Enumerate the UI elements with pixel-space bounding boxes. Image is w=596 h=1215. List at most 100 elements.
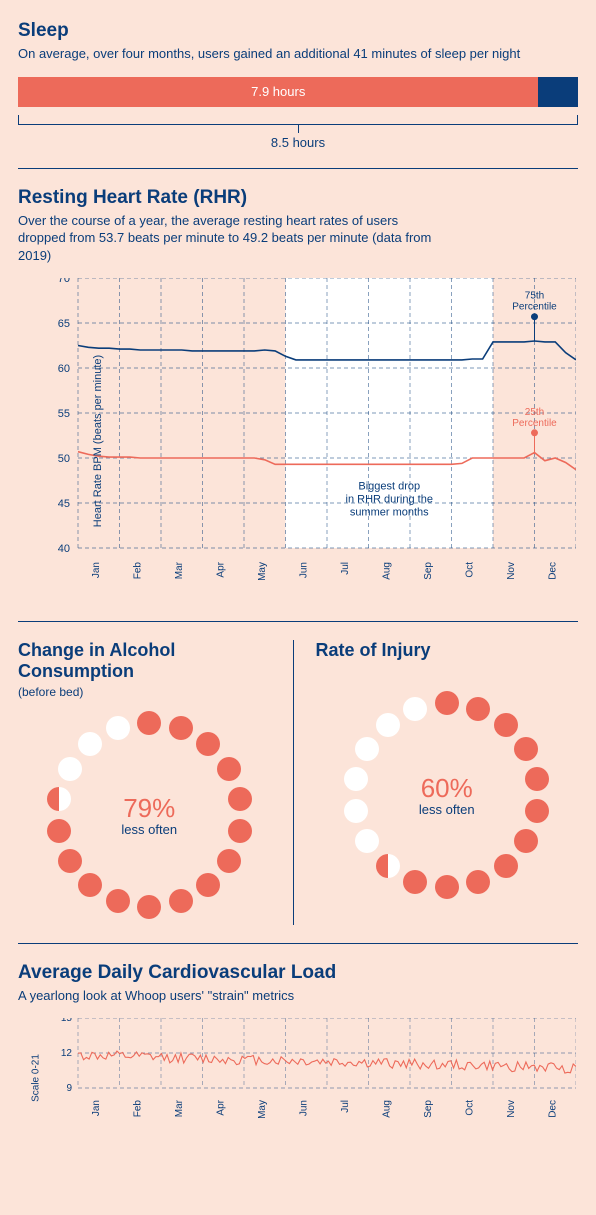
alcohol-title: Change in Alcohol Consumption — [18, 640, 281, 681]
sleep-total-label: 8.5 hours — [18, 135, 578, 150]
strain-chart: 91215JanFebMarAprMayJunJulAugSepOctNovDe… — [18, 1018, 576, 1132]
svg-text:40: 40 — [58, 543, 70, 555]
donut-dot — [106, 716, 130, 740]
svg-text:Jul: Jul — [340, 1100, 351, 1113]
donut-dot — [47, 787, 71, 811]
donut-dot — [525, 767, 549, 791]
donut-dot — [403, 697, 427, 721]
donut-dot — [228, 787, 252, 811]
sleep-inner-label: 7.9 hours — [251, 84, 305, 99]
divider — [18, 621, 578, 622]
donut-dot — [525, 799, 549, 823]
donut-dot — [344, 799, 368, 823]
svg-text:12: 12 — [61, 1048, 73, 1059]
sleep-subtitle: On average, over four months, users gain… — [18, 45, 578, 63]
donut-dot — [58, 849, 82, 873]
svg-text:Aug: Aug — [381, 1100, 392, 1118]
rhr-title: Resting Heart Rate (RHR) — [18, 187, 578, 209]
injury-percent: 60% — [419, 773, 475, 804]
sleep-section: Sleep On average, over four months, user… — [18, 20, 578, 150]
svg-text:Feb: Feb — [132, 562, 143, 580]
donut-dot — [78, 732, 102, 756]
svg-text:Jan: Jan — [91, 562, 102, 578]
strain-title: Average Daily Cardiovascular Load — [18, 962, 578, 984]
rhr-subtitle: Over the course of a year, the average r… — [18, 212, 438, 265]
svg-text:Jan: Jan — [91, 1100, 102, 1116]
donut-dot — [494, 713, 518, 737]
injury-section: Rate of Injury 60% less often — [294, 640, 579, 924]
donut-dot — [78, 873, 102, 897]
svg-text:55: 55 — [58, 408, 70, 420]
sleep-bar: 7.9 hours — [18, 77, 578, 107]
donut-dot — [169, 716, 193, 740]
donut-dot — [47, 819, 71, 843]
donut-dot — [58, 757, 82, 781]
rhr-y-label: Heart Rate BPM (beats per minute) — [92, 354, 104, 526]
donut-dot — [435, 875, 459, 899]
donut-dot — [169, 889, 193, 913]
svg-text:Apr: Apr — [215, 1099, 226, 1115]
svg-text:Jun: Jun — [298, 562, 309, 578]
alcohol-sub: less often — [121, 822, 177, 837]
svg-text:50: 50 — [58, 453, 70, 465]
donut-dot — [466, 870, 490, 894]
strain-y-label: Scale 0-21 — [30, 1054, 41, 1102]
svg-text:Apr: Apr — [215, 562, 226, 578]
svg-text:Oct: Oct — [464, 562, 475, 578]
svg-text:summer months: summer months — [350, 507, 429, 519]
svg-text:May: May — [257, 1100, 268, 1119]
spacer — [316, 664, 579, 679]
alcohol-donut: 79% less often — [39, 705, 259, 925]
donut-dot — [355, 829, 379, 853]
injury-title: Rate of Injury — [316, 640, 579, 661]
svg-text:Aug: Aug — [381, 562, 392, 580]
donut-dot — [137, 895, 161, 919]
rhr-section: Resting Heart Rate (RHR) Over the course… — [18, 187, 578, 604]
sleep-bar-inner: 7.9 hours — [18, 77, 538, 107]
svg-text:45: 45 — [58, 498, 70, 510]
donut-dot — [196, 873, 220, 897]
svg-text:70: 70 — [58, 278, 70, 285]
donut-dot — [355, 737, 379, 761]
donut-dot — [137, 711, 161, 735]
donut-dot — [494, 854, 518, 878]
svg-text:Dec: Dec — [547, 1100, 558, 1118]
strain-section: Average Daily Cardiovascular Load A year… — [18, 962, 578, 1138]
donut-dot — [344, 767, 368, 791]
svg-text:65: 65 — [58, 318, 70, 330]
divider — [18, 168, 578, 169]
svg-text:in RHR during the: in RHR during the — [346, 494, 433, 506]
svg-text:60: 60 — [58, 363, 70, 375]
svg-text:15: 15 — [61, 1018, 73, 1024]
alcohol-note: (before bed) — [18, 685, 281, 699]
donut-dot — [514, 737, 538, 761]
svg-text:Mar: Mar — [174, 562, 185, 580]
svg-text:Feb: Feb — [132, 1100, 143, 1118]
injury-sub: less often — [419, 802, 475, 817]
injury-center: 60% less often — [419, 773, 475, 817]
donut-dot — [376, 854, 400, 878]
alcohol-percent: 79% — [121, 793, 177, 824]
divider — [18, 943, 578, 944]
injury-donut: 60% less often — [337, 685, 557, 905]
svg-text:Nov: Nov — [506, 562, 517, 580]
svg-text:25th: 25th — [525, 407, 544, 418]
rhr-chart-area: Heart Rate BPM (beats per minute) 40 45 50… — [18, 278, 578, 603]
svg-text:Dec: Dec — [547, 562, 558, 580]
svg-text:Jun: Jun — [298, 1100, 309, 1116]
alcohol-center: 79% less often — [121, 793, 177, 837]
svg-text:Percentile: Percentile — [512, 302, 557, 313]
donut-dot — [217, 849, 241, 873]
donut-dot — [435, 691, 459, 715]
svg-text:Nov: Nov — [506, 1100, 517, 1118]
donut-dot — [376, 713, 400, 737]
svg-text:Sep: Sep — [423, 1100, 434, 1118]
donuts-row: Change in Alcohol Consumption (before be… — [18, 640, 578, 924]
strain-subtitle: A yearlong look at Whoop users' "strain"… — [18, 987, 578, 1005]
donut-dot — [196, 732, 220, 756]
donut-dot — [403, 870, 427, 894]
svg-text:Oct: Oct — [464, 1100, 475, 1116]
sleep-bracket — [18, 115, 578, 125]
svg-text:Percentile: Percentile — [512, 418, 557, 429]
svg-text:Biggest drop: Biggest drop — [358, 481, 420, 493]
